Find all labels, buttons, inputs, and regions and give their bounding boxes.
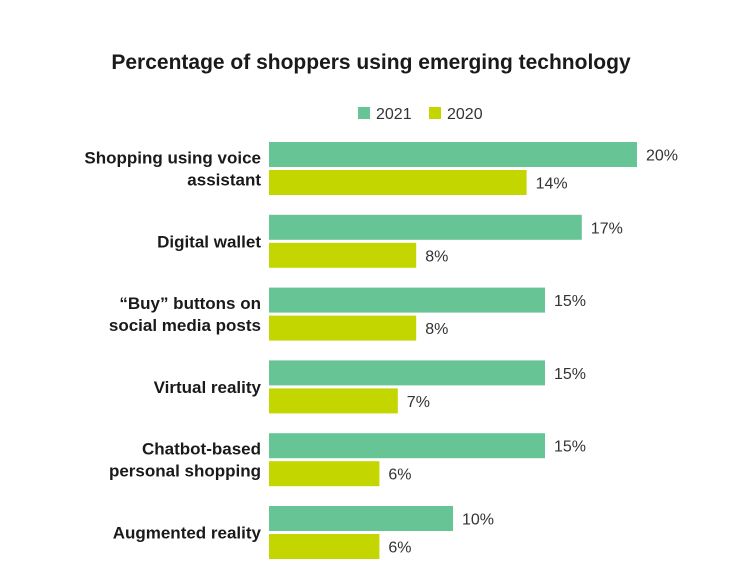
value-label-2021-shopping-using-voice-assistant: 20% [646, 148, 678, 165]
category-label-augmented-reality: Augmented reality [113, 524, 262, 543]
category-label-virtual-reality: Virtual reality [154, 378, 262, 397]
category-label-shopping-using-voice-assistant-line-2: assistant [187, 171, 261, 190]
category-label-buy-buttons-on-social-media-posts-line-1: “Buy” buttons on [119, 294, 261, 313]
bar-2021-augmented-reality [269, 506, 453, 531]
bar-2021-chatbot-based-personal-shopping [269, 433, 545, 459]
bar-2021-digital-wallet [269, 214, 582, 240]
bar-2021-buy-buttons-on-social-media-posts [269, 287, 545, 313]
value-label-2021-buy-buttons-on-social-media-posts: 15% [554, 293, 586, 310]
legend-label-2021: 2021 [376, 106, 412, 123]
bar-2020-virtual-reality [269, 388, 398, 414]
legend: 2021 2020 [358, 106, 483, 123]
value-label-2021-augmented-reality: 10% [462, 512, 494, 529]
bar-2020-buy-buttons-on-social-media-posts [269, 315, 417, 341]
legend-label-2020: 2020 [447, 106, 483, 123]
legend-swatch-2021 [358, 107, 370, 119]
value-label-2021-digital-wallet: 17% [591, 220, 623, 237]
value-label-2020-augmented-reality: 6% [388, 540, 411, 557]
bar-2021-shopping-using-voice-assistant [269, 142, 637, 167]
value-label-2021-chatbot-based-personal-shopping: 15% [554, 439, 586, 456]
category-label-buy-buttons-on-social-media-posts-line-2: social media posts [109, 316, 261, 335]
value-label-2021-virtual-reality: 15% [554, 366, 586, 383]
bar-2021-virtual-reality [269, 360, 545, 386]
legend-swatch-2020 [429, 107, 441, 119]
bars-layer: 20% 14% Shopping using voice assistant 17% 8%… [84, 142, 678, 559]
category-label-digital-wallet: Digital wallet [157, 232, 261, 251]
chart-title: Percentage of shoppers using emerging te… [111, 51, 631, 74]
bar-2020-chatbot-based-personal-shopping [269, 461, 380, 487]
category-label-shopping-using-voice-assistant-line-1: Shopping using voice [84, 149, 261, 168]
bar-2020-digital-wallet [269, 242, 417, 268]
category-label-chatbot-based-personal-shopping-line-2: personal shopping [109, 462, 261, 481]
bar-2020-shopping-using-voice-assistant [269, 170, 527, 195]
value-label-2020-buy-buttons-on-social-media-posts: 8% [425, 321, 448, 338]
value-label-2020-shopping-using-voice-assistant: 14% [536, 176, 568, 193]
category-label-chatbot-based-personal-shopping-line-1: Chatbot-based [142, 440, 261, 459]
value-label-2020-virtual-reality: 7% [407, 394, 430, 411]
value-label-2020-chatbot-based-personal-shopping: 6% [388, 467, 411, 484]
value-label-2020-digital-wallet: 8% [425, 248, 448, 265]
bar-2020-augmented-reality [269, 534, 380, 559]
